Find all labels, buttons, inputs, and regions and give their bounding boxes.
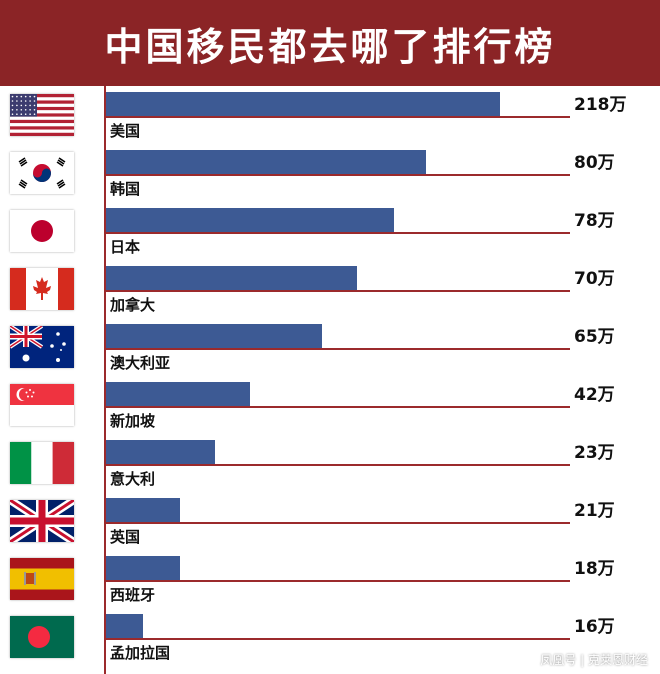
japan-flag-icon	[10, 210, 74, 252]
chart-header: 中国移民都去哪了排行榜	[0, 0, 660, 86]
category-label: 加拿大	[110, 296, 156, 314]
chart-row: 意大利 23万	[0, 434, 660, 492]
data-label: 218万	[574, 95, 627, 115]
bar	[106, 266, 357, 290]
data-label: 21万	[574, 501, 615, 521]
bar	[106, 92, 501, 116]
vertical-axis-line	[104, 86, 106, 674]
chart-row: 孟加拉国 16万	[0, 608, 660, 666]
row-baseline	[106, 522, 570, 524]
row-baseline	[106, 116, 570, 118]
data-label: 78万	[574, 211, 615, 231]
bar	[106, 498, 181, 522]
data-label: 42万	[574, 385, 615, 405]
chart-row: 韩国 80万	[0, 144, 660, 202]
category-label: 日本	[110, 238, 141, 256]
row-baseline	[106, 580, 570, 582]
watermark: 凤凰号 | 克莱恩财经	[540, 653, 648, 667]
chart-row: 日本 78万	[0, 202, 660, 260]
category-label: 意大利	[110, 470, 156, 488]
row-baseline	[106, 638, 570, 640]
data-label: 65万	[574, 327, 615, 347]
category-label: 新加坡	[110, 412, 156, 430]
row-baseline	[106, 290, 570, 292]
chart-row: 新加坡 42万	[0, 376, 660, 434]
chart-row: 澳大利亚 65万	[0, 318, 660, 376]
data-label: 70万	[574, 269, 615, 289]
category-label: 澳大利亚	[110, 354, 171, 372]
chart-row: 美国 218万	[0, 86, 660, 144]
row-baseline	[106, 464, 570, 466]
bar	[106, 150, 427, 174]
chart-row: 西班牙 18万	[0, 550, 660, 608]
spain-flag-icon	[10, 558, 74, 600]
korea-flag-icon	[10, 152, 74, 194]
category-label: 美国	[110, 122, 141, 140]
bar	[106, 382, 250, 406]
category-label: 西班牙	[110, 586, 156, 604]
category-label: 韩国	[110, 180, 141, 198]
bar	[106, 556, 181, 580]
data-label: 18万	[574, 559, 615, 579]
bar	[106, 614, 144, 638]
category-label: 英国	[110, 528, 141, 546]
data-label: 23万	[574, 443, 615, 463]
row-baseline	[106, 174, 570, 176]
bar-chart: 美国 218万 韩国 80万 日本 78万 加拿大 70万 澳大利亚 65万	[0, 86, 660, 674]
row-baseline	[106, 406, 570, 408]
chart-title: 中国移民都去哪了排行榜	[104, 24, 556, 69]
singapore-flag-icon	[10, 384, 74, 426]
australia-flag-icon	[10, 326, 74, 368]
usa-flag-icon	[10, 94, 74, 136]
canada-flag-icon	[10, 268, 74, 310]
bar	[106, 440, 216, 464]
italy-flag-icon	[10, 442, 74, 484]
data-label: 16万	[574, 617, 615, 637]
bar	[106, 324, 322, 348]
bangladesh-flag-icon	[10, 616, 74, 658]
data-label: 80万	[574, 153, 615, 173]
chart-row: 加拿大 70万	[0, 260, 660, 318]
category-label: 孟加拉国	[110, 644, 171, 662]
row-baseline	[106, 348, 570, 350]
chart-row: 英国 21万	[0, 492, 660, 550]
uk-flag-icon	[10, 500, 74, 542]
bar	[106, 208, 394, 232]
row-baseline	[106, 232, 570, 234]
